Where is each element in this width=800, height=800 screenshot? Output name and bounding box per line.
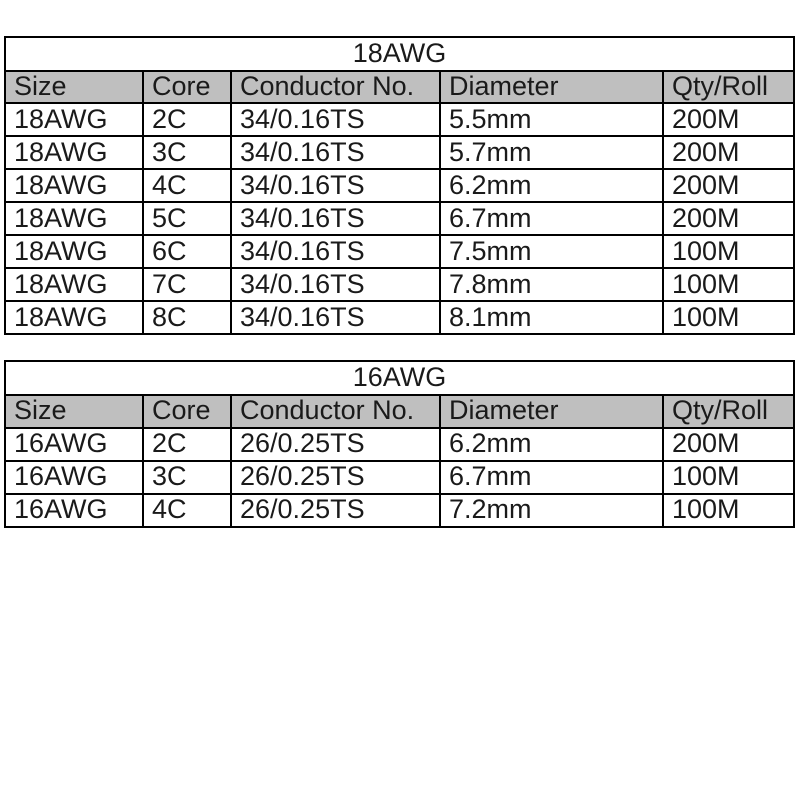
- cell-size: 18AWG: [4, 267, 144, 303]
- cell-qty-roll: 200M: [661, 135, 796, 171]
- cell-diameter: 6.2mm: [439, 168, 664, 204]
- cell-qty-roll: 200M: [661, 102, 796, 138]
- cell-qty-roll: 100M: [661, 492, 796, 528]
- cell-conductor-no: 34/0.16TS: [230, 102, 441, 138]
- cell-diameter: 8.1mm: [439, 300, 664, 336]
- cell-size: 18AWG: [4, 135, 144, 171]
- cell-conductor-no: 34/0.16TS: [230, 267, 441, 303]
- table-row: 18AWG 5C 34/0.16TS 6.7mm 200M: [4, 201, 796, 237]
- cell-diameter: 6.2mm: [439, 426, 664, 462]
- table-row: 18AWG 2C 34/0.16TS 5.5mm 200M: [4, 102, 796, 138]
- spec-table-18awg: 18AWG Size Core Conductor No. Diameter Q…: [3, 36, 796, 336]
- cell-qty-roll: 100M: [661, 267, 796, 303]
- cell-core: 3C: [142, 459, 232, 495]
- cell-qty-roll: 100M: [661, 300, 796, 336]
- cell-conductor-no: 34/0.16TS: [230, 234, 441, 270]
- table-row: 18AWG 3C 34/0.16TS 5.7mm 200M: [4, 135, 796, 171]
- column-header-core: Core: [142, 69, 232, 105]
- cell-core: 8C: [142, 300, 232, 336]
- table-row: 18AWG 7C 34/0.16TS 7.8mm 100M: [4, 267, 796, 303]
- cell-qty-roll: 200M: [661, 426, 796, 462]
- cell-conductor-no: 34/0.16TS: [230, 300, 441, 336]
- cell-diameter: 5.5mm: [439, 102, 664, 138]
- column-header-qty-roll: Qty/Roll: [661, 394, 796, 429]
- table-row: 18AWG 8C 34/0.16TS 8.1mm 100M: [4, 300, 796, 336]
- table-title-row: 18AWG: [3, 36, 796, 72]
- table-title: 16AWG: [3, 360, 796, 397]
- column-header-qty-roll: Qty/Roll: [661, 69, 796, 105]
- cell-core: 2C: [142, 102, 232, 138]
- table-title-row: 16AWG: [3, 360, 796, 397]
- spec-table-16awg: 16AWG Size Core Conductor No. Diameter Q…: [3, 360, 796, 528]
- cell-core: 3C: [142, 135, 232, 171]
- cell-diameter: 6.7mm: [439, 459, 664, 495]
- column-header-conductor-no: Conductor No.: [230, 69, 441, 105]
- cell-conductor-no: 34/0.16TS: [230, 201, 441, 237]
- cell-conductor-no: 34/0.16TS: [230, 135, 441, 171]
- cell-conductor-no: 26/0.25TS: [230, 492, 441, 528]
- cell-size: 18AWG: [4, 300, 144, 336]
- cell-conductor-no: 26/0.25TS: [230, 426, 441, 462]
- cell-core: 4C: [142, 492, 232, 528]
- cell-size: 18AWG: [4, 201, 144, 237]
- table-row: 16AWG 3C 26/0.25TS 6.7mm 100M: [4, 459, 796, 495]
- cell-size: 16AWG: [4, 492, 144, 528]
- cell-qty-roll: 200M: [661, 201, 796, 237]
- cell-core: 5C: [142, 201, 232, 237]
- cell-core: 4C: [142, 168, 232, 204]
- table-header-row: Size Core Conductor No. Diameter Qty/Rol…: [4, 394, 796, 429]
- spec-sheet-page: 18AWG Size Core Conductor No. Diameter Q…: [3, 36, 796, 528]
- cell-diameter: 7.5mm: [439, 234, 664, 270]
- cell-size: 16AWG: [4, 426, 144, 462]
- cell-qty-roll: 100M: [661, 459, 796, 495]
- table-title: 18AWG: [3, 36, 796, 72]
- cell-size: 18AWG: [4, 234, 144, 270]
- cell-core: 2C: [142, 426, 232, 462]
- table-row: 18AWG 4C 34/0.16TS 6.2mm 200M: [4, 168, 796, 204]
- column-header-diameter: Diameter: [439, 69, 664, 105]
- table-header-row: Size Core Conductor No. Diameter Qty/Rol…: [4, 69, 796, 105]
- column-header-core: Core: [142, 394, 232, 429]
- table-row: 16AWG 2C 26/0.25TS 6.2mm 200M: [4, 426, 796, 462]
- cell-diameter: 6.7mm: [439, 201, 664, 237]
- cell-diameter: 7.2mm: [439, 492, 664, 528]
- cell-core: 6C: [142, 234, 232, 270]
- column-header-diameter: Diameter: [439, 394, 664, 429]
- cell-diameter: 7.8mm: [439, 267, 664, 303]
- table-row: 18AWG 6C 34/0.16TS 7.5mm 100M: [4, 234, 796, 270]
- cell-size: 18AWG: [4, 168, 144, 204]
- cell-conductor-no: 26/0.25TS: [230, 459, 441, 495]
- cell-conductor-no: 34/0.16TS: [230, 168, 441, 204]
- cell-size: 16AWG: [4, 459, 144, 495]
- cell-diameter: 5.7mm: [439, 135, 664, 171]
- cell-qty-roll: 100M: [661, 234, 796, 270]
- cell-core: 7C: [142, 267, 232, 303]
- column-header-conductor-no: Conductor No.: [230, 394, 441, 429]
- cell-size: 18AWG: [4, 102, 144, 138]
- column-header-size: Size: [4, 394, 144, 429]
- cell-qty-roll: 200M: [661, 168, 796, 204]
- table-row: 16AWG 4C 26/0.25TS 7.2mm 100M: [4, 492, 796, 528]
- column-header-size: Size: [4, 69, 144, 105]
